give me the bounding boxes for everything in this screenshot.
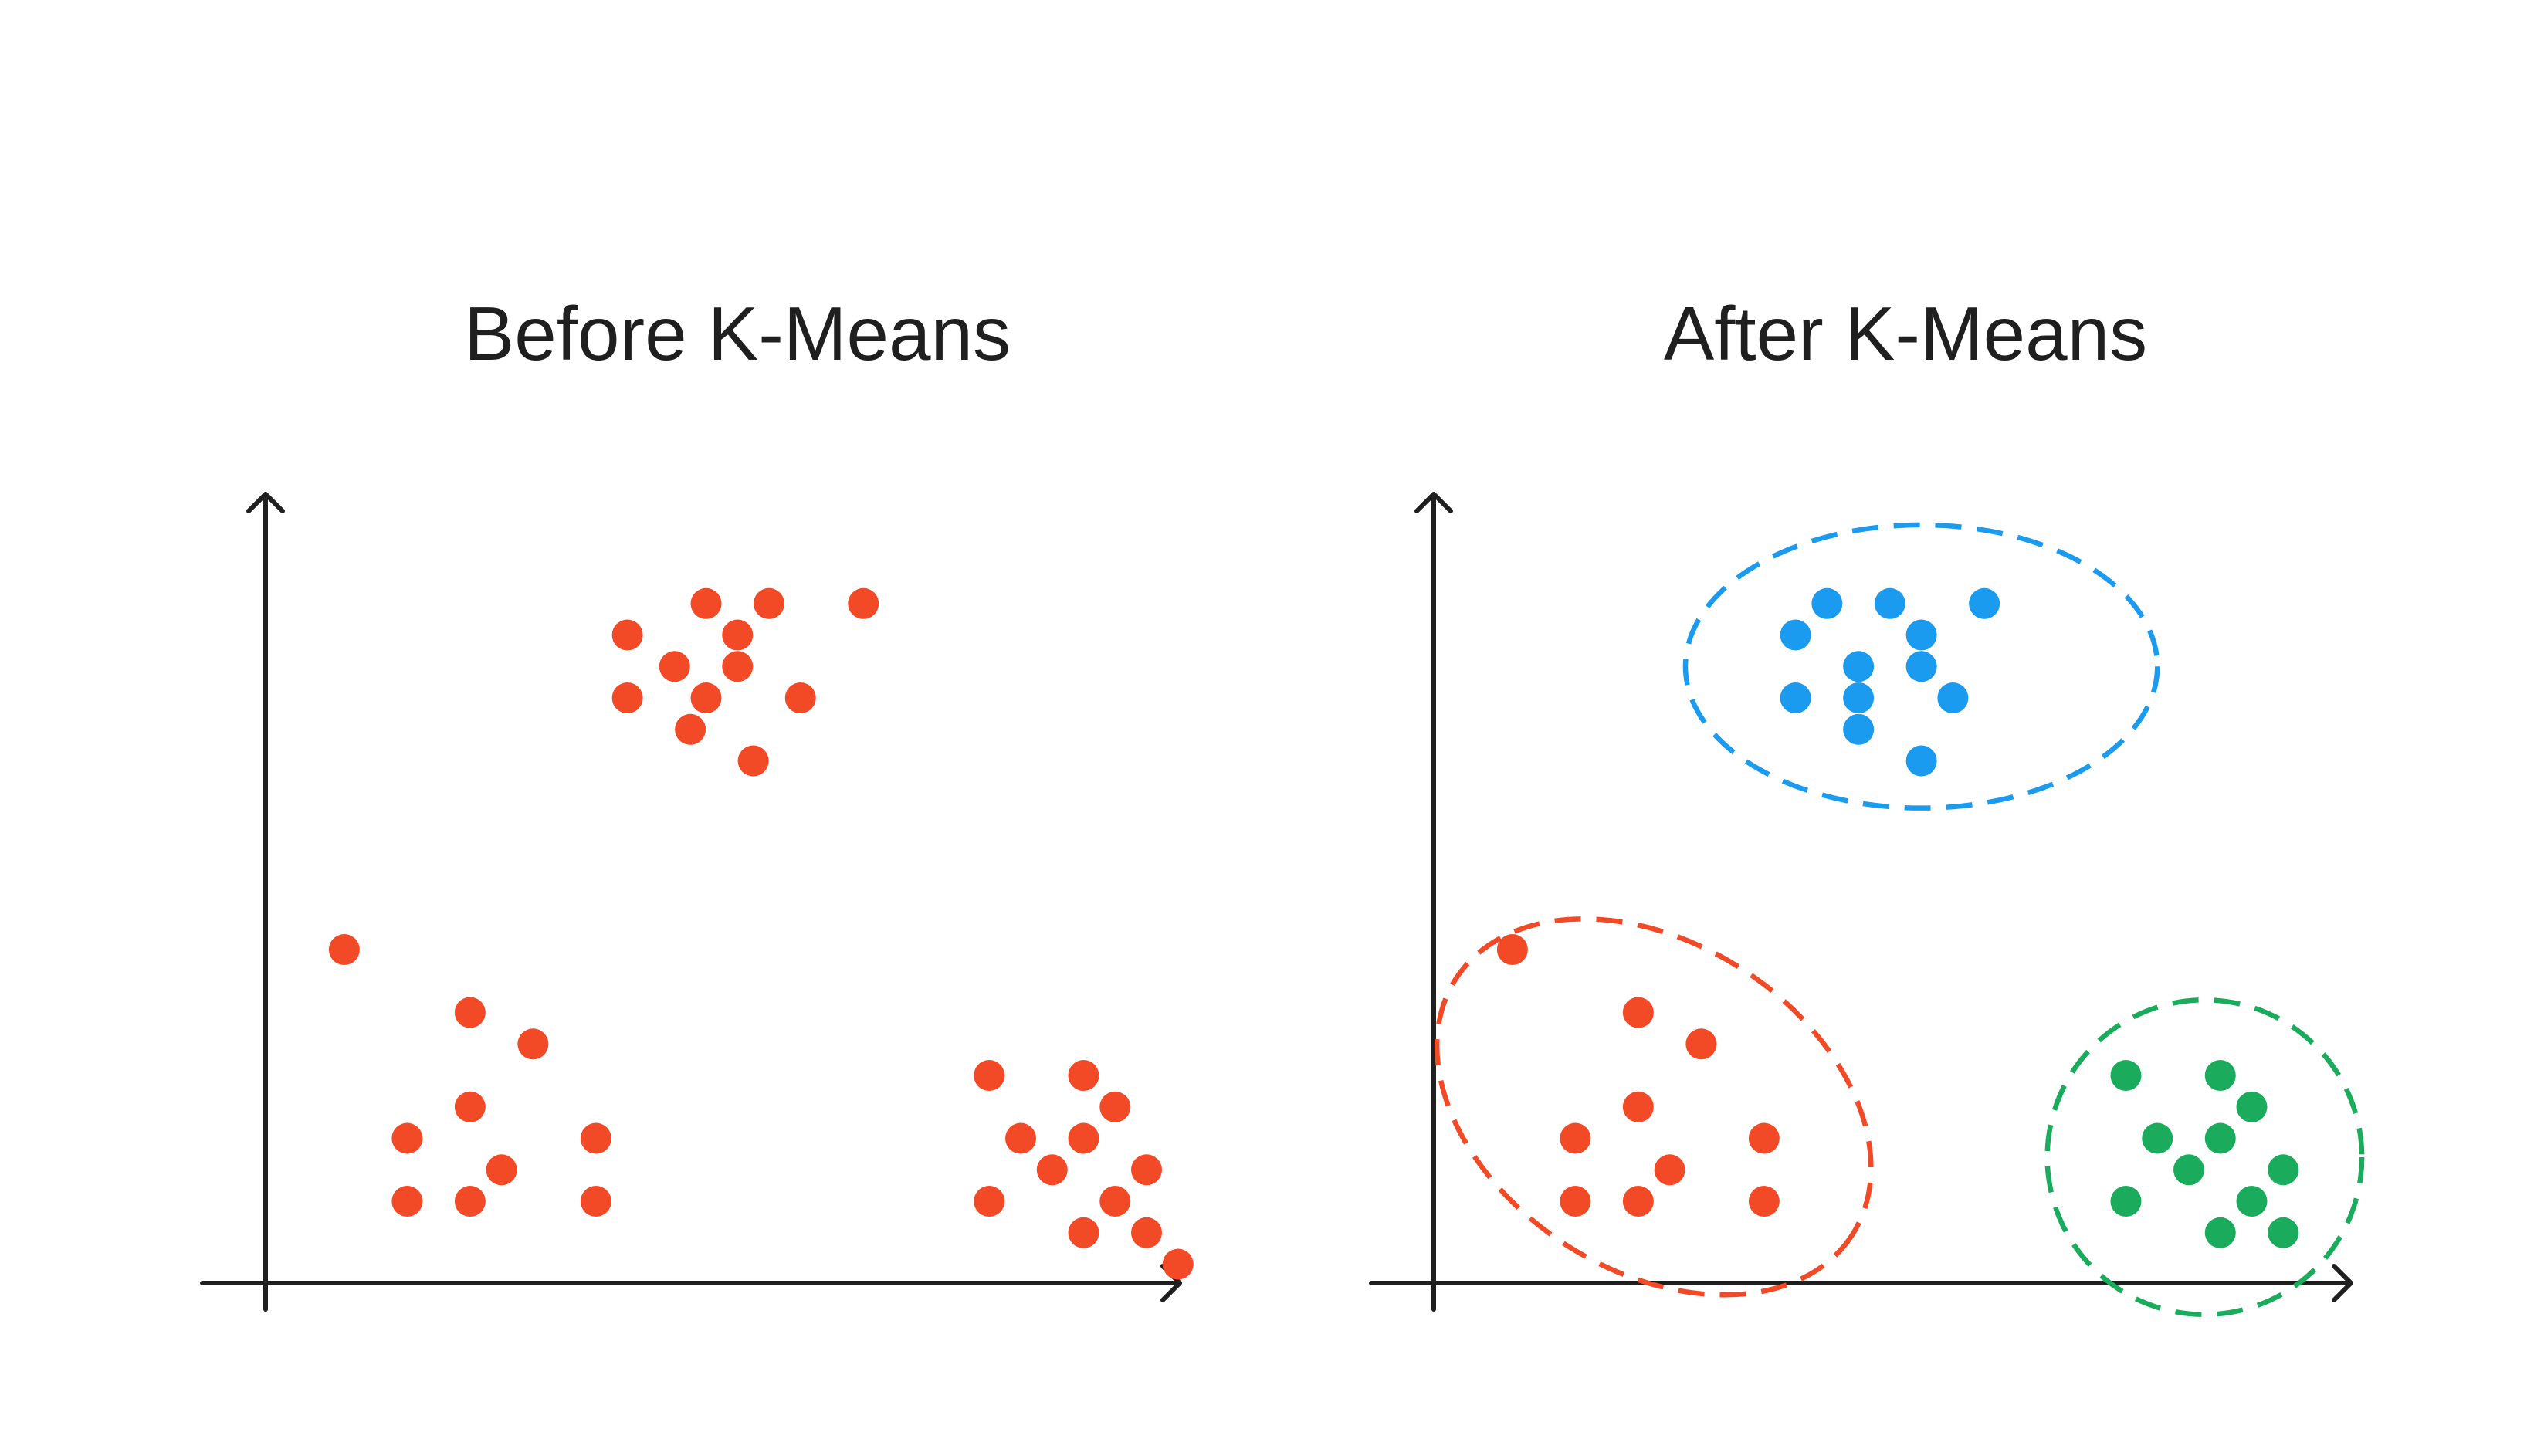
before-point-red-13 [848, 587, 879, 619]
before-data-points [328, 587, 1194, 1280]
after-point-blue-11 [1843, 713, 1875, 745]
after-point-red-1 [1496, 934, 1528, 966]
after-cluster-outline-blue [1682, 522, 2160, 811]
after-point-red-10 [1748, 1186, 1780, 1217]
before-point-red-4 [454, 1091, 486, 1122]
before-point-red-8 [391, 1186, 423, 1217]
after-point-green-4 [2142, 1122, 2173, 1154]
after-panel-title: After K-Means [1664, 291, 2147, 376]
after-point-blue-10 [1937, 682, 1969, 714]
after-point-red-9 [1622, 1186, 1654, 1217]
after-point-blue-12 [1905, 745, 1937, 777]
before-point-red-9 [454, 1186, 486, 1217]
before-point-red-3 [517, 1028, 549, 1060]
before-kmeans-panel: Before K-Means [200, 291, 1194, 1312]
before-point-red-30 [974, 1186, 1005, 1217]
after-point-red-6 [1748, 1122, 1780, 1154]
after-x-axis-arrow [2332, 1264, 2353, 1302]
before-axes [200, 492, 1182, 1312]
after-data-points [1496, 587, 2299, 1248]
before-point-red-21 [675, 713, 706, 745]
after-cluster-outline-green [2044, 997, 2365, 1317]
before-panel-title: Before K-Means [464, 291, 1011, 376]
before-point-red-34 [1162, 1248, 1194, 1280]
after-point-green-2 [2204, 1060, 2236, 1092]
before-point-red-1 [328, 934, 360, 966]
after-point-blue-6 [1843, 651, 1875, 682]
after-point-green-8 [2110, 1186, 2142, 1217]
before-y-axis-arrow [246, 492, 285, 513]
after-point-blue-1 [1811, 587, 1843, 619]
after-point-red-5 [1560, 1122, 1591, 1154]
before-point-red-24 [1068, 1060, 1099, 1092]
before-point-red-16 [659, 651, 690, 682]
before-point-red-20 [784, 682, 816, 714]
before-point-red-28 [1036, 1154, 1068, 1186]
after-point-red-8 [1560, 1186, 1591, 1217]
before-point-red-15 [722, 619, 754, 651]
after-point-blue-2 [1874, 587, 1905, 619]
after-point-green-6 [2173, 1154, 2204, 1186]
after-y-axis-arrow [1414, 492, 1453, 513]
after-point-blue-9 [1843, 682, 1875, 714]
after-point-green-3 [2236, 1091, 2268, 1122]
before-point-red-29 [1131, 1154, 1162, 1186]
before-point-red-27 [1068, 1122, 1099, 1154]
after-point-blue-7 [1905, 651, 1937, 682]
after-point-blue-3 [1969, 587, 2000, 619]
after-point-red-2 [1622, 997, 1654, 1028]
before-point-red-31 [1099, 1186, 1131, 1217]
before-point-red-22 [737, 745, 769, 777]
after-point-blue-5 [1905, 619, 1937, 651]
after-point-green-5 [2204, 1122, 2236, 1154]
after-cluster-outline-red [1434, 916, 1874, 1298]
after-kmeans-panel: After K-Means [1369, 291, 2365, 1317]
before-point-red-32 [1068, 1217, 1099, 1248]
before-point-red-11 [690, 587, 722, 619]
before-point-red-10 [580, 1186, 611, 1217]
before-point-red-14 [611, 619, 643, 651]
before-point-red-12 [754, 587, 784, 619]
before-point-red-25 [1099, 1091, 1131, 1122]
after-cluster-outlines [1434, 522, 2365, 1317]
before-point-red-7 [486, 1154, 517, 1186]
after-point-green-7 [2268, 1154, 2299, 1186]
after-point-red-7 [1654, 1154, 1685, 1186]
before-point-red-17 [722, 651, 754, 682]
after-point-green-10 [2204, 1217, 2236, 1248]
before-point-red-33 [1131, 1217, 1162, 1248]
before-point-red-19 [690, 682, 722, 714]
before-point-red-6 [580, 1122, 611, 1154]
after-point-green-11 [2268, 1217, 2299, 1248]
before-point-red-5 [391, 1122, 423, 1154]
after-point-green-9 [2236, 1186, 2268, 1217]
before-point-red-26 [1005, 1122, 1036, 1154]
after-point-blue-8 [1780, 682, 1811, 714]
after-point-green-1 [2110, 1060, 2142, 1092]
after-point-blue-4 [1780, 619, 1811, 651]
after-axes [1369, 492, 2353, 1312]
before-point-red-2 [454, 997, 486, 1028]
before-point-red-23 [974, 1060, 1005, 1092]
after-point-red-4 [1622, 1091, 1654, 1122]
before-point-red-18 [611, 682, 643, 714]
after-point-red-3 [1685, 1028, 1717, 1060]
